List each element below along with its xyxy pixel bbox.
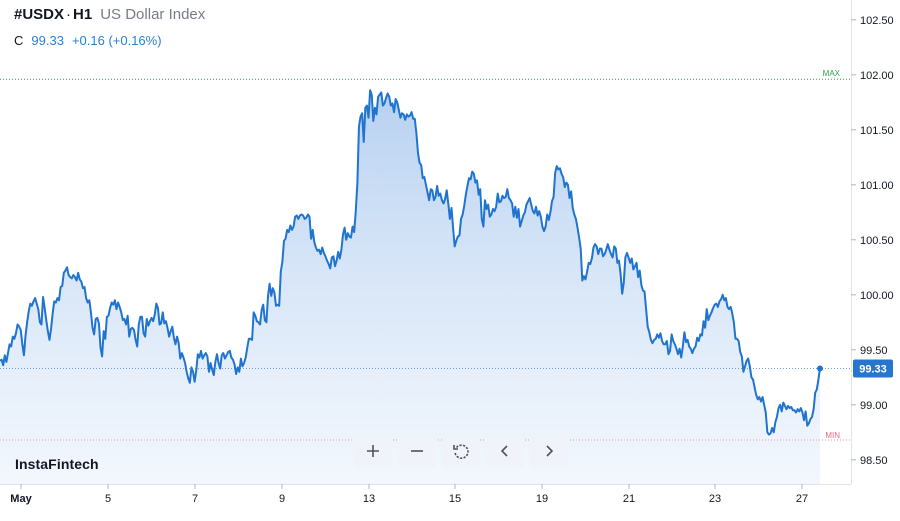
symbol: #USDX [14,6,65,23]
last-price-badge-label: 99.33 [859,364,887,376]
zoom-in-icon [367,445,379,457]
close-value: 99.33 [31,33,64,48]
instrument-name: US Dollar Index [100,6,206,23]
x-tick-label: May [10,493,32,505]
price-series-line [0,89,821,436]
brand-logo: InstaFintech [15,456,99,472]
scroll-left-button[interactable] [486,434,524,468]
reset-icon [453,444,469,459]
zoom-out-icon [411,450,423,452]
last-point-marker [817,365,823,372]
reset-button[interactable] [442,434,480,468]
timeframe: H1 [73,6,93,23]
close-label: C [14,33,24,48]
max-label: MAX [823,69,841,78]
y-tick-label: 101.50 [860,125,894,137]
x-tick-label: 9 [279,493,285,505]
zoom-in-button[interactable] [354,434,392,468]
y-tick-label: 102.00 [860,70,894,82]
change-value: +0.16 (+0.16%) [71,33,162,48]
zoom-out-button[interactable] [398,434,436,468]
quote-line: C 99.33 +0.16 (+0.16%) [14,33,162,48]
series-area-fill [0,90,820,484]
scroll-right-icon [546,445,554,457]
x-tick-label: 21 [623,493,635,505]
y-tick-label: 98.50 [860,455,888,467]
x-tick-label: 15 [449,493,461,505]
x-tick-label: 27 [796,493,808,505]
y-tick-label: 99.00 [860,400,888,412]
y-tick-label: 102.50 [860,15,894,27]
y-tick-label: 100.50 [860,235,894,247]
x-tick-label: 23 [709,493,721,505]
x-tick-label: 19 [536,493,548,505]
y-tick-label: 101.00 [860,180,894,192]
scroll-left-icon [500,445,508,457]
min-label: MIN [825,431,840,440]
last-price-badge [853,359,893,378]
x-tick-label: 7 [192,493,198,505]
y-tick-label: 100.00 [860,290,894,302]
y-tick-label: 99.50 [860,345,888,357]
x-tick-label: 13 [363,493,375,505]
chart-header: #USDX · H1 US Dollar Index [14,6,205,23]
x-tick-label: 5 [105,493,111,505]
chart-toolbar [354,434,568,468]
header-separator: · [66,6,72,23]
scroll-right-button[interactable] [530,434,568,468]
